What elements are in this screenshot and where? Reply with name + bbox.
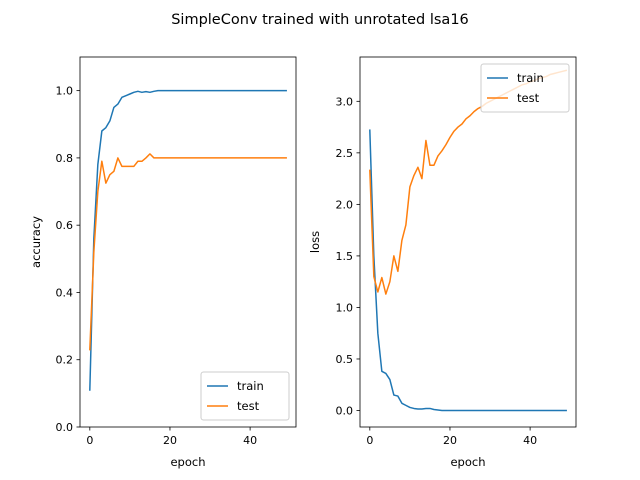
y-tick-label: 0.0 (336, 405, 354, 418)
series-line-train (369, 129, 567, 412)
legend-label-train: train (517, 71, 544, 85)
x-tick-label: 20 (163, 434, 177, 447)
y-tick-label: 0.8 (56, 152, 74, 165)
chart-panels: 0 20 40 0.0 0.2 0.4 0.6 0.8 1.0 epoch accuracy trai… (29, 56, 577, 469)
axes-frame (79, 56, 297, 428)
x-tick-label: 20 (443, 434, 457, 447)
y-tick-label: 2.5 (336, 147, 354, 160)
y-tick-label: 1.5 (336, 250, 354, 263)
y-tick-label: 2.0 (336, 198, 354, 211)
axes-frame (359, 56, 577, 428)
legend-label-test: test (517, 91, 540, 105)
x-axis-label: epoch (170, 455, 205, 469)
y-tick-label: 0.6 (56, 219, 74, 232)
series-line-test (89, 153, 287, 351)
y-axis-label: accuracy (29, 216, 43, 268)
y-tick-label: 1.0 (56, 85, 74, 98)
legend-label-test: test (237, 399, 260, 413)
figure-title: SimpleConv trained with unrotated lsa16 (171, 12, 469, 28)
x-tick-label: 40 (243, 434, 257, 447)
x-tick-label: 0 (366, 434, 373, 447)
series-line-train (89, 89, 287, 391)
x-tick-label: 0 (86, 434, 93, 447)
chart-panel-2: 0 20 40 0.0 0.5 1.0 1.5 2.0 2.5 3.0 epoch loss train… (308, 56, 577, 469)
x-axis-label: epoch (450, 455, 485, 469)
y-tick-label: 0.5 (336, 353, 354, 366)
y-tick-label: 0.0 (56, 421, 74, 434)
y-axis-label: loss (308, 231, 322, 253)
y-tick-label: 3.0 (336, 95, 354, 108)
y-tick-label: 1.0 (336, 301, 354, 314)
legend: train test (480, 63, 570, 113)
x-tick-label: 40 (523, 434, 537, 447)
legend-label-train: train (237, 379, 264, 393)
y-tick-label: 0.4 (56, 286, 74, 299)
legend-box (480, 63, 570, 113)
legend: train test (200, 371, 290, 421)
legend-box (200, 371, 290, 421)
y-tick-label: 0.2 (56, 354, 74, 367)
chart-panel-1: 0 20 40 0.0 0.2 0.4 0.6 0.8 1.0 epoch accuracy trai… (29, 56, 297, 469)
